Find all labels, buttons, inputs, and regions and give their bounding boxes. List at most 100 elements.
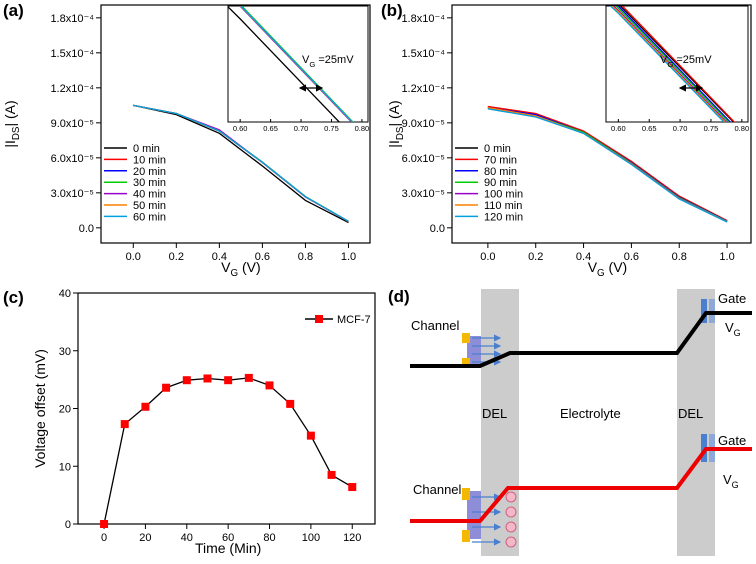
inset-annotation: VG =25mV [302, 54, 354, 69]
x-tick-label: 0.8 [298, 251, 313, 263]
y-tick-label: 20 [59, 404, 71, 416]
y-tick-label: 9.0x10⁻⁵ [402, 118, 445, 130]
label-part: V [660, 54, 668, 66]
legend-label: 50 min [133, 200, 166, 212]
legend-label: 0 min [484, 143, 511, 155]
inset-bg [227, 5, 369, 123]
y-tick-label: 1.8x10⁻⁴ [50, 13, 94, 25]
vg-main: V [725, 320, 734, 335]
series-line [133, 104, 349, 224]
x-tick-label: 80 [263, 532, 275, 544]
label-part: |I [386, 140, 402, 148]
point [265, 381, 274, 390]
legend-label: 80 min [484, 166, 517, 178]
vg-sub: G [732, 480, 739, 490]
x-tick-label: 0.0 [480, 251, 495, 263]
legend-label: 40 min [133, 189, 166, 201]
y-tick-label: 1.8x10⁻⁴ [401, 13, 445, 25]
legend-label: 70 min [484, 154, 517, 166]
inset-x-tick-label: 0.60 [611, 124, 626, 133]
x-axis-label: VG (V) [221, 259, 261, 279]
series-line [487, 108, 728, 223]
legend-label: 120 min [484, 211, 523, 223]
point [327, 470, 336, 479]
x-tick-label: 1.0 [341, 251, 356, 263]
y-tick-label: 0 [65, 519, 71, 531]
x-tick-label: 0.0 [126, 251, 141, 263]
y-tick-label: 1.2x10⁻⁴ [50, 83, 94, 95]
x-tick-label: 0.6 [255, 251, 270, 263]
legend-label: 110 min [484, 200, 522, 212]
potential-line [410, 311, 752, 368]
vg-label: VG [723, 472, 739, 490]
label-part: G [230, 268, 238, 279]
label-part: G [309, 60, 315, 69]
series-line [133, 104, 349, 222]
label-part: V [221, 259, 231, 275]
legend-label: 30 min [133, 177, 166, 189]
panel-label: (b) [381, 1, 403, 20]
series-line [487, 105, 728, 222]
point [348, 483, 357, 492]
x-tick-label: 0.6 [624, 251, 639, 263]
x-tick-label: 120 [343, 532, 361, 544]
inset-x-tick-label: 0.65 [263, 124, 278, 133]
legend-label: 90 min [484, 177, 517, 189]
y-tick-label: 6.0x10⁻⁵ [51, 153, 94, 165]
x-tick-label: 1.0 [719, 251, 734, 263]
legend-marker [315, 315, 323, 323]
inset-annotation: VG =25mV [660, 54, 712, 69]
gate-label: Gate [718, 291, 746, 306]
label-part: Voltage offset (mV) [32, 349, 48, 468]
point [100, 520, 109, 528]
label-part: =25mV [315, 54, 354, 66]
del-right [677, 289, 715, 556]
vg-label: VG [725, 320, 741, 338]
plot-frame [77, 292, 376, 525]
potential-line [410, 447, 752, 523]
legend-label: 20 min [133, 166, 166, 178]
x-tick-label: 100 [302, 532, 320, 544]
label-part: DS [11, 126, 22, 140]
panel-label: (a) [3, 1, 24, 20]
label-part: G [597, 268, 605, 279]
label-part: =25mV [673, 54, 712, 66]
point [244, 373, 253, 382]
legend-label: 0 min [133, 143, 160, 155]
y-tick-label: 0.0 [430, 223, 445, 235]
y-tick-label: 30 [59, 346, 71, 358]
inset-x-tick-label: 0.60 [233, 124, 248, 133]
x-tick-label: 0.2 [169, 251, 184, 263]
vg-main: V [723, 472, 732, 487]
point [203, 374, 212, 383]
label-part: G [667, 60, 673, 69]
inset-x-tick-label: 0.80 [355, 124, 370, 133]
inset-x-tick-label: 0.80 [735, 124, 750, 133]
y-tick-label: 3.0x10⁻⁵ [402, 188, 445, 200]
label-part: |I [2, 140, 18, 148]
y-tick-label: 0.0 [79, 223, 94, 235]
point [286, 399, 295, 408]
y-tick-label: 1.5x10⁻⁴ [50, 48, 94, 60]
y-tick-label: 1.5x10⁻⁴ [401, 48, 445, 60]
point [182, 376, 191, 385]
y-tick-label: 1.2x10⁻⁴ [401, 83, 445, 95]
y-tick-label: 9.0x10⁻⁵ [51, 118, 94, 130]
diagram: (d) Channel Gate VG DEL Electrolyte DEL … [388, 287, 752, 556]
plot-frame [100, 4, 371, 244]
point [224, 376, 233, 385]
point [162, 383, 171, 392]
electrolyte-label: Electrolyte [560, 406, 621, 421]
panel-label: (c) [3, 288, 24, 307]
label-part: | (A) [2, 100, 18, 126]
x-tick-label: 0.4 [212, 251, 227, 263]
inset-x-tick-label: 0.70 [673, 124, 688, 133]
label-part: Time (Min) [195, 540, 261, 556]
y-axis-label: Voltage offset (mV) [32, 349, 48, 468]
inset-x-tick-label: 0.75 [704, 124, 719, 133]
point [120, 420, 129, 429]
y-tick-label: 6.0x10⁻⁵ [402, 153, 445, 165]
inset-x-tick-label: 0.75 [324, 124, 339, 133]
